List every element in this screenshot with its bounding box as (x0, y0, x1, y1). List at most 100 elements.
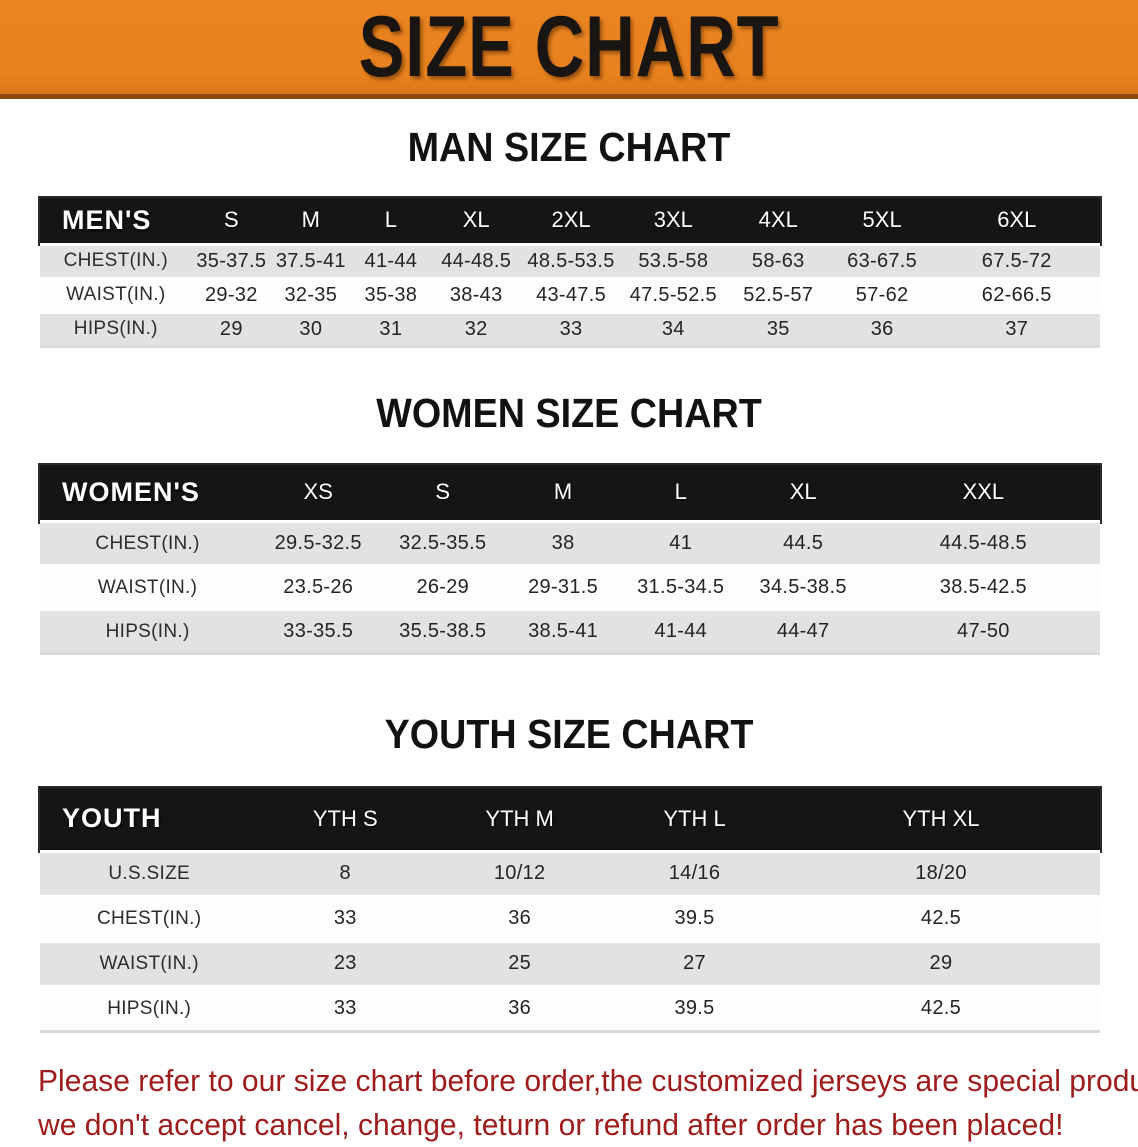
size-value: 8 (339, 862, 351, 884)
size-value: 35.5-38.5 (399, 620, 487, 642)
measure-label: HIPS(IN.) (105, 620, 190, 642)
size-value: 48.5-53.5 (527, 249, 615, 272)
mens-header-row: MEN'S S M L XL 2XL 3XL 4XL 5XL 6XL (40, 198, 1100, 244)
mens-hips-row: HIPS(IN.) 29 30 31 32 33 34 35 36 37 (40, 312, 1100, 346)
size-value: 18/20 (915, 862, 967, 884)
womens-header-row: WOMEN'S XS S M L XL XXL (40, 464, 1100, 522)
size-value: 32 (464, 317, 488, 340)
size-value: 53.5-58 (638, 249, 709, 272)
size-value: 35 (766, 317, 790, 340)
size-value: 37 (1005, 317, 1029, 340)
mens-chest-row: CHEST(IN.) 35-37.5 37.5-41 41-44 44-48.5… (40, 244, 1100, 278)
measure-label: HIPS(IN.) (73, 318, 158, 339)
size-value: 58-63 (751, 249, 805, 272)
size-column-header: S (223, 207, 239, 233)
disclaimer-line-1: Please refer to our size chart before or… (38, 1062, 1138, 1098)
size-column-header: 4XL (758, 207, 798, 233)
size-column-header: 3XL (653, 207, 693, 233)
size-column-header: YTH L (663, 805, 726, 831)
size-value: 41 (669, 532, 693, 554)
size-value: 32.5-35.5 (399, 532, 487, 554)
size-value: 36 (508, 997, 532, 1019)
size-value: 42.5 (920, 907, 962, 929)
measure-label: CHEST(IN.) (95, 532, 200, 554)
womens-chest-row: CHEST(IN.) 29.5-32.5 32.5-35.5 38 41 44.… (40, 521, 1100, 566)
size-value: 10/12 (493, 862, 546, 884)
measure-label: WAIST(IN.) (66, 284, 166, 305)
size-column-header: M (301, 207, 320, 233)
size-value: 35-38 (364, 283, 418, 306)
size-value: 47-50 (957, 620, 1010, 642)
size-column-header: 6XL (997, 207, 1037, 233)
youth-waist-row: WAIST(IN.) 23 25 27 29 (40, 941, 1100, 986)
size-value: 44.5 (783, 532, 824, 554)
size-value: 23.5-26 (283, 576, 354, 598)
size-column-header: 2XL (551, 207, 591, 233)
measure-label: CHEST(IN.) (97, 907, 202, 929)
size-column-header: YTH M (485, 805, 554, 831)
size-value: 33-35.5 (283, 620, 354, 642)
size-value: 36 (508, 907, 532, 929)
size-column-header: YTH S (312, 805, 378, 831)
size-value: 30 (299, 317, 323, 340)
size-column-header: 5XL (862, 207, 902, 233)
size-value: 57-62 (855, 283, 909, 306)
size-column-header: M (553, 479, 573, 505)
size-value: 42.5 (920, 997, 962, 1019)
measure-label: HIPS(IN.) (107, 997, 192, 1019)
measure-label: WAIST(IN.) (99, 952, 199, 974)
size-column-header: XL (462, 207, 490, 233)
youth-ussize-row: U.S.SIZE 8 10/12 14/16 18/20 (40, 851, 1100, 896)
women-section-heading: WOMEN SIZE CHART (376, 389, 762, 436)
size-value: 33 (333, 997, 357, 1019)
womens-size-table: WOMEN'S XS S M L XL XXL CHEST(IN.) 29.5-… (40, 464, 1100, 656)
size-value: 32-35 (284, 283, 338, 306)
size-value: 25 (508, 952, 532, 974)
size-value: 38.5-42.5 (939, 576, 1027, 598)
womens-hips-row: HIPS(IN.) 33-35.5 35.5-38.5 38.5-41 41-4… (40, 609, 1100, 654)
youth-section-heading: YOUTH SIZE CHART (384, 711, 754, 757)
size-value: 27 (683, 952, 706, 974)
size-value: 47.5-52.5 (629, 283, 717, 306)
womens-table-title: WOMEN'S (62, 476, 200, 507)
size-value: 29 (219, 317, 243, 340)
size-chart-banner: SIZE CHART (0, 0, 1138, 99)
measure-label: WAIST(IN.) (97, 576, 198, 598)
size-value: 38.5-41 (528, 620, 599, 642)
size-value: 29-31.5 (528, 576, 599, 598)
size-value: 44.5-48.5 (939, 532, 1027, 554)
size-value: 67.5-72 (981, 249, 1052, 272)
size-column-header: XS (303, 479, 333, 505)
mens-waist-row: WAIST(IN.) 29-32 32-35 35-38 38-43 43-47… (40, 278, 1100, 312)
youth-chest-row: CHEST(IN.) 33 36 39.5 42.5 (40, 896, 1100, 941)
size-value: 29.5-32.5 (274, 532, 362, 554)
size-value: 33 (559, 317, 583, 340)
size-value: 37.5-41 (275, 249, 346, 272)
size-column-header: YTH XL (902, 805, 980, 831)
size-column-header: S (435, 479, 451, 505)
man-section-heading: MAN SIZE CHART (407, 124, 731, 170)
banner-title: SIZE CHART (358, 0, 780, 95)
size-value: 29 (929, 952, 953, 974)
size-column-header: L (384, 207, 397, 233)
size-value: 34 (661, 317, 685, 340)
size-value: 26-29 (416, 576, 470, 598)
size-value: 23 (333, 952, 357, 974)
size-column-header: L (674, 479, 687, 505)
size-value: 44-48.5 (441, 249, 512, 272)
size-value: 35-37.5 (196, 249, 267, 272)
size-value: 39.5 (674, 997, 715, 1019)
disclaimer-line-2: we don't accept cancel, change, teturn o… (38, 1106, 1064, 1142)
womens-waist-row: WAIST(IN.) 23.5-26 26-29 29-31.5 31.5-34… (40, 565, 1100, 610)
size-value: 38 (551, 532, 575, 554)
size-value: 36 (870, 317, 894, 340)
size-value: 34.5-38.5 (759, 576, 847, 598)
measure-label: CHEST(IN.) (63, 250, 168, 271)
size-value: 41-44 (364, 249, 418, 272)
youth-header-row: YOUTH YTH S YTH M YTH L YTH XL (40, 788, 1100, 851)
size-value: 44-47 (776, 620, 830, 642)
youth-hips-row: HIPS(IN.) 33 36 39.5 42.5 (40, 986, 1100, 1031)
size-value: 63-67.5 (847, 249, 918, 272)
size-column-header: XL (789, 479, 817, 505)
size-value: 43-47.5 (536, 283, 606, 306)
